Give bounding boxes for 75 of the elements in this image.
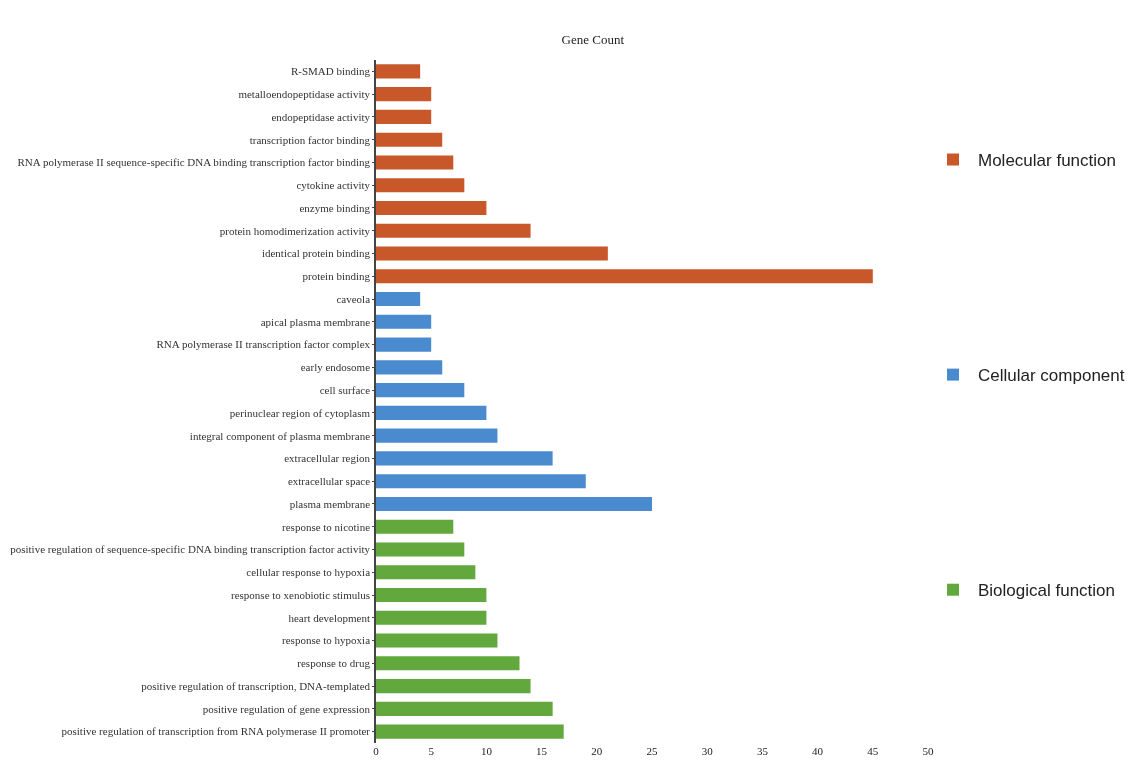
bar <box>376 360 443 375</box>
y-tick-label: RNA polymerase II sequence-specific DNA binding transcription factor binding <box>17 156 371 169</box>
y-tick-label: endopeptidase activity <box>271 110 371 123</box>
chart-title: Gene Count <box>561 31 625 47</box>
y-tick-label: response to nicotine <box>282 520 371 533</box>
y-tick-label: extracellular space <box>287 475 371 488</box>
bar <box>376 87 432 102</box>
y-tick-label: perinuclear region of cytoplasm <box>229 406 371 419</box>
bar <box>376 200 487 216</box>
y-tick-label: early endosome <box>300 361 371 374</box>
y-tick-label: apical plasma membrane <box>260 315 371 328</box>
x-tick-label: 40 <box>812 745 824 757</box>
x-tick-label: 30 <box>701 745 714 757</box>
bar <box>376 64 421 79</box>
y-tick-label: response to xenobiotic stimulus <box>231 588 371 601</box>
y-tick-label: protein binding <box>302 270 371 283</box>
y-tick-label: extracellular region <box>284 452 371 465</box>
bar <box>376 610 487 625</box>
bar <box>376 223 531 238</box>
bar <box>376 587 487 603</box>
legend-label: Molecular function <box>978 151 1116 171</box>
legend-label: Cellular component <box>978 366 1125 386</box>
bar <box>376 656 520 671</box>
bar <box>376 451 553 466</box>
y-tick-label: R-SMAD binding <box>290 65 371 78</box>
bar <box>376 496 652 512</box>
x-tick-label: 0 <box>373 745 380 757</box>
y-tick-label: plasma membrane <box>289 497 371 510</box>
x-tick-label: 35 <box>756 745 769 757</box>
y-tick-label: positive regulation of transcription from RNA polymerase II promoter <box>61 725 371 738</box>
y-tick-label: response to drug <box>297 657 371 670</box>
bar <box>376 132 443 147</box>
bar <box>376 565 476 580</box>
y-tick-label: caveola <box>336 292 371 305</box>
bar <box>376 428 498 443</box>
bar <box>376 542 465 557</box>
bar <box>376 337 432 352</box>
x-tick-label: 25 <box>646 745 658 757</box>
y-tick-label: positive regulation of transcription, DNA-templated <box>141 679 371 692</box>
bar <box>376 701 553 716</box>
y-tick-label: metalloendopeptidase activity <box>238 88 371 100</box>
x-tick-label: 5 <box>428 745 435 757</box>
bar <box>376 633 498 648</box>
x-tick-label: 20 <box>591 745 603 757</box>
legend-label: Biological function <box>978 581 1116 601</box>
bar <box>376 109 432 124</box>
bar <box>376 519 454 534</box>
y-tick-label: positive regulation of gene expression <box>202 702 371 715</box>
y-tick-label: response to hypoxia <box>282 634 371 647</box>
y-tick-label: enzyme binding <box>299 201 371 214</box>
y-tick-label: positive regulation of sequence-specific DNA binding transcription factor activity <box>10 543 371 556</box>
bar <box>376 269 873 284</box>
y-tick-label: cytokine activity <box>296 179 371 192</box>
y-tick-label: transcription factor binding <box>249 133 371 146</box>
y-tick-label: cellular response to hypoxia <box>246 566 371 579</box>
y-tick-label: heart development <box>288 611 371 624</box>
bar <box>376 291 421 307</box>
x-tick-label: 45 <box>867 745 879 757</box>
y-tick-label: integral component of plasma membrane <box>189 429 371 442</box>
bar <box>376 155 454 170</box>
y-tick-label: RNA polymerase II transcription factor complex <box>156 338 371 351</box>
x-tick-label: 10 <box>480 745 493 757</box>
bar <box>376 314 432 329</box>
y-tick-label: identical protein binding <box>261 247 371 260</box>
bar <box>376 178 465 193</box>
x-tick-label: 15 <box>536 745 548 757</box>
bar <box>376 246 608 261</box>
bar <box>376 679 531 694</box>
bar <box>376 383 465 398</box>
bar <box>376 405 487 420</box>
bar <box>376 724 564 739</box>
y-tick-label: cell surface <box>319 383 371 396</box>
bar <box>376 474 586 489</box>
y-tick-label: protein homodimerization activity <box>219 224 371 237</box>
x-tick-label: 50 <box>922 745 934 757</box>
